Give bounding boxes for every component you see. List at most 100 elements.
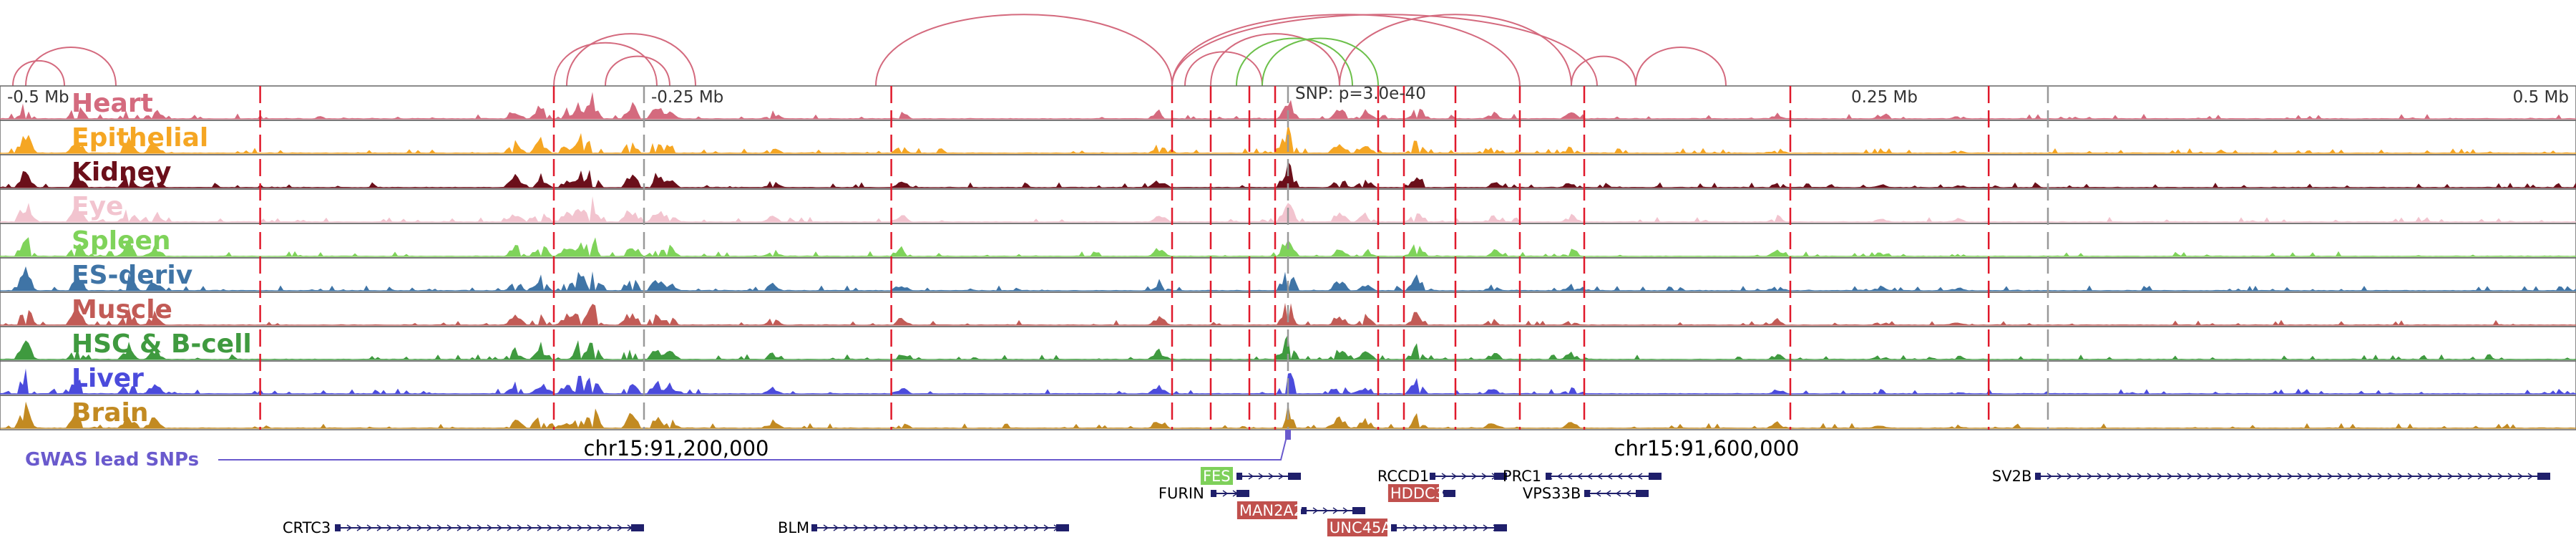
gene-highlight-MAN2A2 — [1236, 501, 1297, 519]
gene-strand-chevron — [2217, 473, 2223, 480]
scale-labels: -0.5 Mb -0.25 Mb 0.25 Mb 0.5 Mb SNP: p=3… — [7, 85, 2569, 107]
gene-strand-chevron — [1043, 524, 1050, 531]
gene-strand-chevron — [366, 524, 373, 531]
gene-label-UNC45A: UNC45A — [1330, 519, 1392, 536]
gene-strand-chevron — [853, 524, 859, 531]
gene-strand-chevron — [447, 524, 453, 531]
gene-strand-chevron — [913, 524, 919, 531]
gene-annotation-track: FES RCCD1 PRC1 SV2B FURIN HDDC3 VPS33B MAN2A2 CR… — [283, 467, 2550, 536]
gene-strand-chevron — [2527, 473, 2534, 480]
gene-strand-chevron — [597, 524, 603, 531]
gene-strand-chevron — [1413, 524, 1419, 531]
loop-arc-red — [553, 42, 658, 87]
gene-label-VPS33B: VPS33B — [1523, 485, 1581, 502]
gene-strand-chevron — [2357, 473, 2363, 480]
gene-strand-chevron — [1322, 507, 1329, 514]
loop-arc-red — [1635, 47, 1727, 87]
gene-strand-chevron — [883, 524, 889, 531]
gene-exon-BLM — [1056, 524, 1069, 531]
chromatin-loop-arcs — [12, 14, 1727, 87]
marker-lines — [259, 86, 2049, 430]
gene-strand-chevron — [943, 524, 950, 531]
gene-strand-chevron — [1003, 524, 1010, 531]
gene-strand-chevron — [2457, 473, 2464, 480]
gene-exon-SV2B — [2537, 473, 2550, 480]
loop-arc-red — [605, 55, 670, 87]
gene-label-RCCD1: RCCD1 — [1377, 468, 1429, 485]
gene-strand-chevron — [436, 524, 443, 531]
gene-strand-chevron — [517, 524, 523, 531]
gene-exon-FURIN — [1236, 490, 1249, 497]
gene-exon-start-VPS33B — [1584, 490, 1590, 497]
gene-strand-chevron — [477, 524, 483, 531]
loop-arc-red — [12, 60, 65, 87]
gene-strand-chevron — [1248, 473, 1254, 480]
gene-label-SV2B: SV2B — [1992, 468, 2031, 485]
gene-exon-start-MAN2A2 — [1301, 507, 1307, 514]
gene-exon-CRTC3 — [631, 524, 644, 531]
coord-label-left: chr15:91,200,000 — [584, 436, 769, 461]
track-label-0: Heart — [72, 89, 153, 118]
gene-strand-chevron — [1481, 473, 1488, 480]
gene-strand-chevron — [1606, 473, 1613, 480]
gene-strand-chevron — [1461, 473, 1468, 480]
coord-label-right: chr15:91,600,000 — [1614, 436, 1800, 461]
gene-highlight-HDDC3 — [1387, 484, 1439, 502]
gene-strand-chevron — [1636, 473, 1643, 480]
gene-strand-chevron — [1278, 473, 1284, 480]
gene-strand-chevron — [2167, 473, 2173, 480]
gwas-snp-tick — [1285, 430, 1291, 440]
gene-strand-chevron — [1615, 490, 1621, 497]
track-label-1: Epithelial — [72, 123, 208, 153]
gene-strand-chevron — [577, 524, 583, 531]
gene-strand-chevron — [2427, 473, 2434, 480]
loop-arc-red — [1571, 55, 1636, 87]
gwas-connector-line — [218, 430, 1289, 461]
gene-strand-chevron — [2437, 473, 2444, 480]
gene-exon-FES — [1288, 473, 1301, 480]
track-label-7: HSC & B-cell — [72, 329, 252, 359]
gene-strand-chevron — [1312, 507, 1319, 514]
track-signal-7 — [0, 334, 2576, 360]
snp-pvalue-label: SNP: p=3.0e-40 — [1295, 85, 1426, 103]
track-label-9: Brain — [72, 398, 148, 428]
gene-exon-UNC45A — [1494, 524, 1507, 531]
gene-strand-chevron — [1268, 473, 1274, 480]
gene-strand-chevron — [953, 524, 960, 531]
gene-strand-chevron — [2187, 473, 2193, 480]
gene-strand-chevron — [2077, 473, 2083, 480]
gene-strand-chevron — [2267, 473, 2273, 480]
gene-strand-chevron — [2147, 473, 2153, 480]
gene-strand-chevron — [386, 524, 393, 531]
gene-strand-chevron — [607, 524, 613, 531]
gene-strand-chevron — [1471, 473, 1478, 480]
gene-strand-chevron — [2127, 473, 2133, 480]
loop-arc-red — [1184, 51, 1263, 87]
gene-exon-start-CRTC3 — [335, 524, 341, 531]
loop-arc-red — [1210, 33, 1340, 87]
gene-strand-chevron — [2247, 473, 2253, 480]
gene-strand-chevron — [467, 524, 473, 531]
loop-arc-red — [1171, 14, 1521, 87]
gwas-lead-snps-label: GWAS lead SNPs — [25, 449, 199, 471]
gene-strand-chevron — [2257, 473, 2263, 480]
gene-strand-chevron — [557, 524, 563, 531]
gene-strand-chevron — [873, 524, 879, 531]
gene-strand-chevron — [2337, 473, 2343, 480]
scale-label-left: -0.5 Mb — [7, 88, 69, 107]
gene-strand-chevron — [537, 524, 543, 531]
scale-label-mid-left: -0.25 Mb — [651, 88, 723, 107]
gene-strand-chevron — [1441, 473, 1448, 480]
gene-exon-VPS33B — [1636, 490, 1649, 497]
gene-exon-start-UNC45A — [1391, 524, 1397, 531]
gene-strand-chevron — [933, 524, 940, 531]
gene-strand-chevron — [2297, 473, 2303, 480]
track-label-4: Spleen — [72, 226, 171, 256]
track-label-2: Kidney — [72, 158, 172, 187]
gene-strand-chevron — [893, 524, 899, 531]
gene-strand-chevron — [973, 524, 980, 531]
gene-strand-chevron — [567, 524, 573, 531]
gene-strand-chevron — [2367, 473, 2373, 480]
gene-strand-chevron — [1423, 524, 1429, 531]
